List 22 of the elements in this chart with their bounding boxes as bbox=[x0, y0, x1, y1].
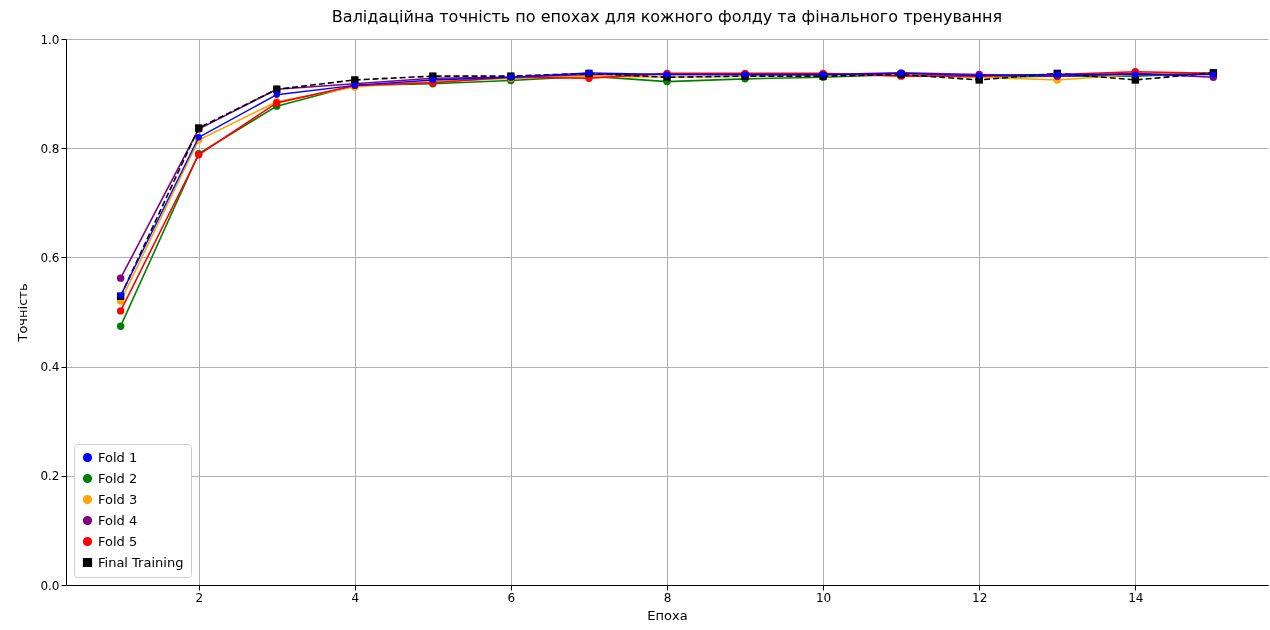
x-tick-label: 10 bbox=[815, 590, 832, 605]
x-tick-label: 8 bbox=[663, 590, 672, 605]
legend-label: Fold 4 bbox=[98, 512, 138, 528]
x-tick-label: 12 bbox=[972, 590, 988, 605]
x-tick-label: 6 bbox=[507, 590, 516, 605]
x-tick-label: 14 bbox=[1128, 590, 1144, 605]
legend-label: Fold 2 bbox=[98, 470, 138, 486]
y-tick-label: 0.2 bbox=[40, 469, 60, 484]
x-tick-label: 4 bbox=[351, 590, 360, 605]
x-axis-title: Епоха bbox=[647, 607, 688, 623]
legend-label: Final Training bbox=[98, 554, 184, 570]
y-axis-title: Точність bbox=[15, 283, 31, 343]
legend-label: Fold 3 bbox=[98, 491, 138, 507]
y-tick-label: 0.0 bbox=[40, 578, 60, 593]
legend-label: Fold 1 bbox=[98, 449, 138, 465]
x-tick-label: 2 bbox=[195, 590, 204, 605]
legend-label: Fold 5 bbox=[98, 533, 138, 549]
chart-title: Валідаційна точність по епохах для кожного фолду та фінального тренування bbox=[331, 7, 1003, 26]
y-tick-label: 1.0 bbox=[40, 32, 60, 47]
y-tick-label: 0.6 bbox=[40, 250, 60, 265]
y-tick-label: 0.4 bbox=[40, 360, 60, 375]
y-tick-label: 0.8 bbox=[40, 141, 60, 156]
